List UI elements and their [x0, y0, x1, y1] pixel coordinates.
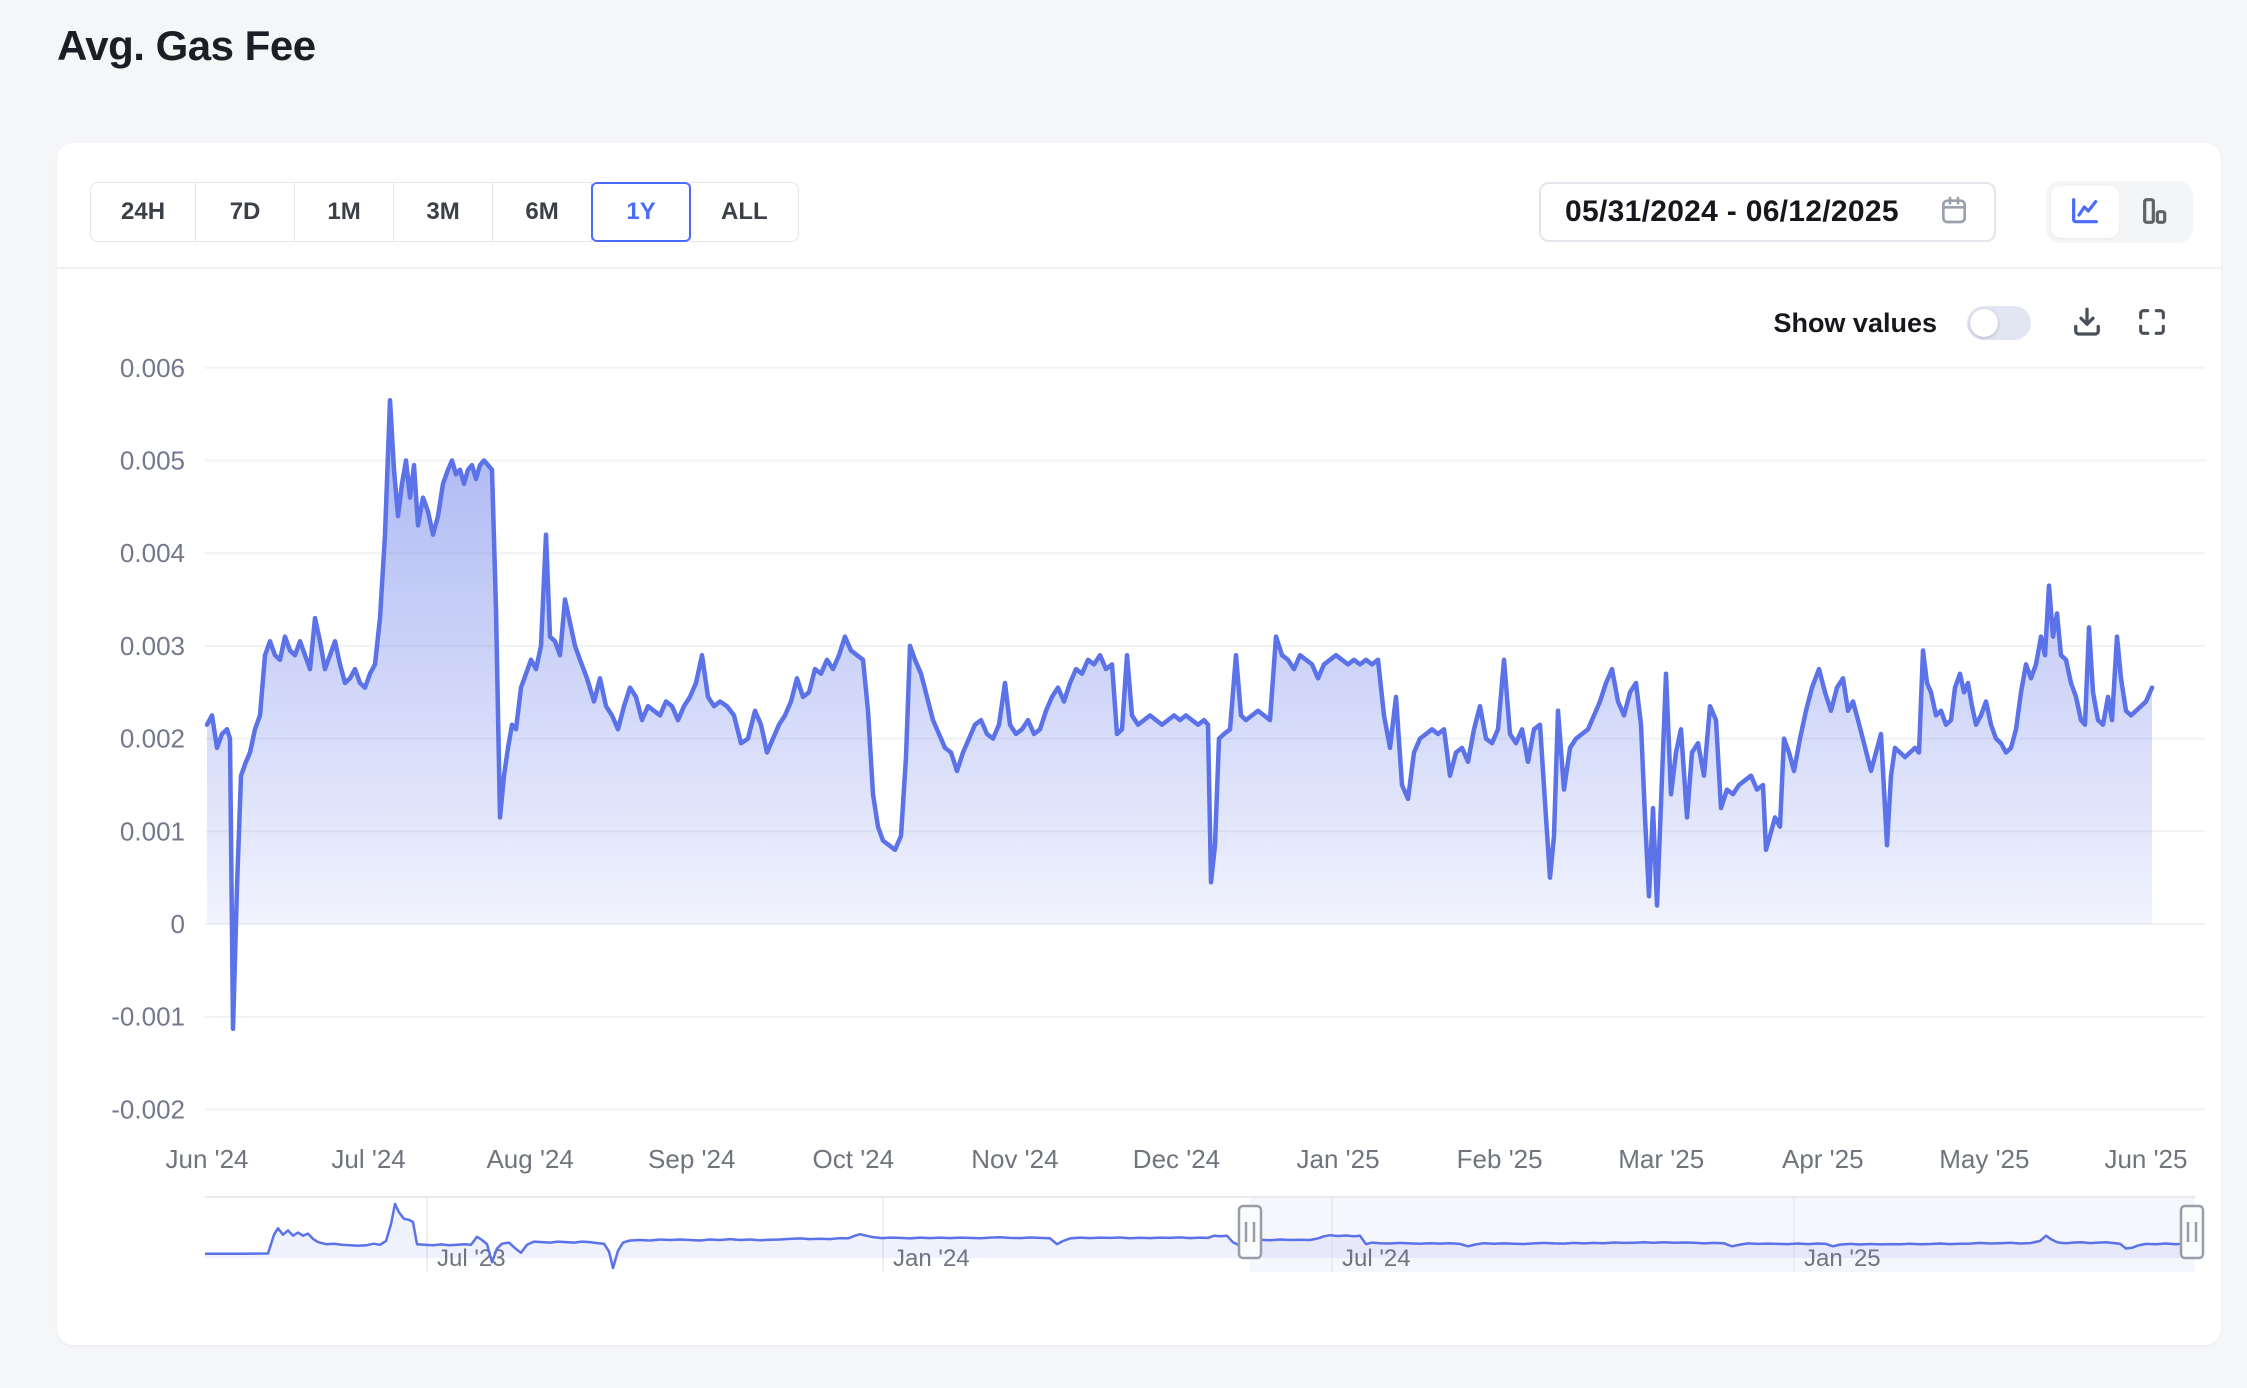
chart-type-toggle — [2046, 181, 2193, 243]
range-group: 24H 7D 1M 3M 6M 1Y ALL — [90, 182, 799, 242]
download-button[interactable] — [2069, 304, 2105, 343]
brush-handle-left[interactable] — [1237, 1204, 1263, 1260]
range-button-7d[interactable]: 7D — [195, 182, 296, 242]
range-button-1y[interactable]: 1Y — [591, 182, 692, 242]
range-button-24h[interactable]: 24H — [90, 182, 197, 242]
toolbar-right: 05/31/2024 - 06/12/2025 — [1539, 181, 2193, 243]
date-range-value: 05/31/2024 - 06/12/2025 — [1565, 195, 1899, 228]
range-button-all[interactable]: ALL — [690, 182, 799, 242]
download-icon — [2069, 304, 2105, 343]
chart-toolbar: 24H 7D 1M 3M 6M 1Y ALL 05/31/2024 - 06/12/2025 — [90, 181, 2193, 243]
range-button-6m[interactable]: 6M — [492, 182, 593, 242]
chart-type-line-button[interactable] — [2051, 186, 2119, 238]
show-values-toggle[interactable] — [1967, 306, 2031, 340]
column-chart-icon — [2138, 195, 2170, 230]
date-range-picker[interactable]: 05/31/2024 - 06/12/2025 — [1539, 182, 1996, 242]
toolbar-divider — [57, 267, 2221, 269]
line-chart-icon — [2069, 195, 2101, 230]
fullscreen-icon — [2135, 305, 2169, 342]
range-button-3m[interactable]: 3M — [393, 182, 494, 242]
calendar-icon — [1938, 194, 1970, 231]
chart-type-column-button[interactable] — [2121, 186, 2189, 238]
chart-card: 24H 7D 1M 3M 6M 1Y ALL 05/31/2024 - 06/12/2025 — [57, 143, 2221, 1345]
toggle-knob — [1970, 309, 1998, 337]
brush-handle-right[interactable] — [2179, 1204, 2205, 1260]
range-button-1m[interactable]: 1M — [294, 182, 395, 242]
show-values-label: Show values — [1773, 307, 1937, 338]
chart-controls-row: Show values — [1773, 301, 2169, 345]
page-title: Avg. Gas Fee — [57, 22, 316, 69]
fullscreen-button[interactable] — [2135, 305, 2169, 342]
